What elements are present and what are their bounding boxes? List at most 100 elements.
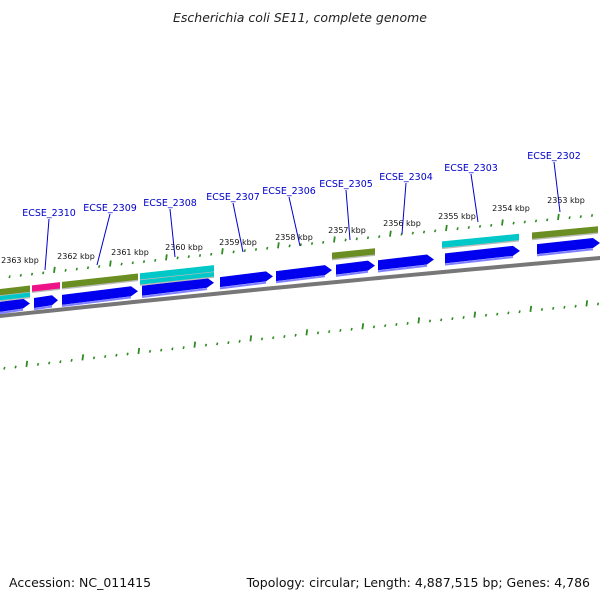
scale-tick bbox=[75, 267, 78, 271]
inner-scale-tick bbox=[137, 347, 141, 355]
scale-tick bbox=[366, 236, 370, 240]
inner-scale-tick bbox=[384, 324, 387, 328]
inner-scale-tick bbox=[204, 343, 208, 347]
inner-scale-tick bbox=[596, 302, 600, 306]
gene-label: ECSE_2303 bbox=[444, 163, 498, 174]
scale-tick bbox=[165, 254, 168, 261]
cds-arrow-shade bbox=[0, 308, 24, 315]
gene-labels: ECSE_2302ECSE_2303ECSE_2304ECSE_2305ECSE… bbox=[22, 151, 581, 271]
gene-leader-line bbox=[232, 202, 244, 253]
inner-scale-tick bbox=[361, 323, 365, 330]
cds-arrow-shade bbox=[33, 305, 53, 311]
scale-tick bbox=[288, 244, 291, 248]
cds-arrow bbox=[34, 295, 58, 309]
inner-scale-tick bbox=[92, 356, 96, 360]
inner-scale-tick bbox=[417, 317, 421, 324]
cds-arrow-shade bbox=[377, 264, 428, 273]
inner-scale-tick bbox=[70, 358, 73, 362]
scale-labels: 2353 kbp 2354 kbp 2355 kbp 2356 kbp 2357 kbp… bbox=[1, 196, 585, 265]
feature-bar bbox=[442, 233, 519, 249]
scale-tick bbox=[355, 237, 358, 241]
inner-scale-tick bbox=[216, 342, 219, 346]
inner-scale-tick bbox=[160, 348, 163, 352]
gene-leader-line bbox=[169, 208, 176, 258]
cds-arrow bbox=[336, 260, 375, 275]
scale-tick bbox=[243, 249, 246, 253]
inner-scale-tick bbox=[552, 306, 555, 310]
scale-label: 2360 kbp bbox=[165, 243, 203, 252]
inner-scale-tick bbox=[462, 316, 465, 320]
cds-arrow bbox=[220, 271, 273, 288]
inner-scale-tick bbox=[36, 362, 40, 366]
inner-scale-tick bbox=[328, 330, 331, 334]
inner-scale-tick bbox=[25, 360, 29, 368]
inner-scale-tick bbox=[305, 329, 309, 336]
inner-scale-tick bbox=[518, 310, 521, 314]
scale-tick bbox=[254, 247, 258, 251]
inner-scale-tick bbox=[440, 318, 443, 322]
feature-bar-shade bbox=[441, 240, 520, 250]
cds-arrow bbox=[445, 245, 520, 264]
scale-tick bbox=[445, 224, 448, 232]
inner-scale-tick bbox=[540, 308, 544, 312]
feature-bar-shade bbox=[139, 276, 215, 286]
backbone-line bbox=[0, 255, 600, 319]
gene-label: ECSE_2307 bbox=[206, 192, 260, 203]
scale-tick bbox=[187, 255, 190, 259]
inner-scale-tick bbox=[272, 336, 275, 340]
scale-label: 2363 kbp bbox=[1, 256, 39, 265]
scale-tick bbox=[266, 246, 269, 250]
inner-scale-tick bbox=[14, 365, 17, 369]
inner-scale-tick bbox=[529, 305, 533, 313]
inner-scale-tick bbox=[395, 323, 398, 326]
gene-leader-line bbox=[470, 173, 479, 223]
inner-scale-tick bbox=[574, 304, 577, 308]
feature-track bbox=[0, 226, 599, 302]
scale-label: 2361 kbp bbox=[111, 248, 149, 257]
cds-arrow-shade bbox=[536, 248, 594, 257]
scale-label: 2353 kbp bbox=[547, 196, 585, 205]
gene-leader-line bbox=[401, 182, 407, 235]
inner-scale-tick bbox=[3, 366, 6, 370]
scale-label: 2357 kbp bbox=[328, 226, 366, 235]
feature-bar-shade bbox=[31, 288, 61, 294]
scale-tick bbox=[131, 261, 134, 265]
scale-tick bbox=[467, 226, 470, 230]
inner-scale-tick bbox=[563, 305, 566, 309]
gene-leader-line bbox=[553, 161, 561, 213]
scale-tick bbox=[8, 275, 11, 279]
cds-arrow bbox=[276, 265, 332, 282]
scale-tick bbox=[568, 216, 571, 220]
scale-tick bbox=[299, 243, 302, 247]
gene-leader-line bbox=[96, 213, 111, 266]
map-title: Escherichia coli SE11, complete genome bbox=[173, 10, 427, 25]
inner-scale-tick bbox=[260, 337, 264, 341]
inner-scale-tick bbox=[372, 325, 376, 329]
scale-tick bbox=[557, 213, 560, 221]
feature-bar bbox=[62, 273, 138, 289]
gene-label: ECSE_2309 bbox=[83, 203, 137, 214]
scale-label: 2356 kbp bbox=[383, 219, 421, 228]
scale-tick bbox=[478, 224, 482, 228]
scale-tick bbox=[86, 266, 90, 270]
inner-scale-tick bbox=[507, 311, 510, 315]
inner-scale-tick bbox=[193, 341, 197, 348]
scale-tick bbox=[42, 271, 45, 275]
scale-label: 2359 kbp bbox=[219, 238, 257, 247]
scale-tick bbox=[98, 265, 101, 269]
inner-scale-tick bbox=[81, 354, 85, 361]
scale-tick bbox=[344, 238, 347, 242]
cds-arrow bbox=[62, 286, 138, 305]
inner-scale-tick bbox=[126, 352, 129, 356]
cds-arrow-shade bbox=[444, 256, 514, 266]
gene-label: ECSE_2308 bbox=[143, 198, 197, 209]
inner-scale-tick bbox=[104, 355, 107, 359]
scale-tick bbox=[333, 236, 336, 243]
feature-bar bbox=[140, 265, 214, 281]
scale-tick bbox=[210, 252, 213, 256]
scale-label: 2354 kbp bbox=[492, 204, 530, 213]
inner-scale-tick bbox=[406, 321, 409, 325]
scale-tick bbox=[109, 260, 112, 267]
scale-label: 2358 kbp bbox=[275, 233, 313, 242]
inner-scale-tick bbox=[48, 361, 51, 365]
